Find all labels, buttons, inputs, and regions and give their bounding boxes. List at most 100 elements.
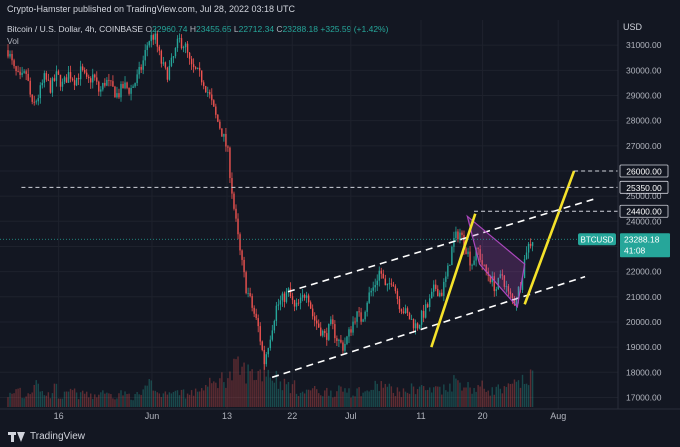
y-tick-label: 28000.00 (626, 116, 662, 126)
candle-body (140, 67, 142, 70)
candle-body (102, 82, 104, 90)
candle-body (152, 35, 154, 40)
volume-bar (521, 374, 524, 407)
y-tick-label: 27000.00 (626, 141, 662, 151)
candle-body (481, 260, 483, 265)
candle-body (75, 77, 78, 86)
candle-body (485, 264, 487, 272)
candle-body (410, 319, 413, 320)
volume-bar (305, 389, 308, 407)
volume-bar (239, 374, 241, 407)
volume-bar (418, 386, 421, 407)
volume-bar (281, 390, 284, 407)
volume-bar (378, 391, 380, 407)
price-axis: 17000.00 18000.00 19000.00 20000.00 21000.00… (617, 20, 670, 409)
volume-bar (453, 375, 455, 407)
volume-bar (408, 393, 411, 407)
candle-body (287, 288, 290, 292)
candle-body (112, 81, 114, 87)
volume-bar (433, 387, 435, 407)
candle-body (471, 264, 473, 266)
volume-bar (422, 386, 425, 407)
volume-bar (61, 398, 64, 407)
candle-body (7, 50, 9, 57)
volume-bar (263, 362, 265, 407)
candle-body (416, 323, 419, 329)
volume-bar (77, 399, 80, 407)
volume-bar (90, 393, 92, 407)
volume-bar (23, 398, 25, 407)
candle-body (489, 275, 491, 283)
candle-body (447, 265, 449, 277)
symbol-name[interactable]: Bitcoin / U.S. Dollar, 4h, COINBASE (7, 24, 144, 34)
x-tick-label: Jun (145, 411, 160, 421)
volume-bar (138, 394, 140, 407)
volume-bar (366, 390, 368, 407)
channel-lower (271, 275, 586, 379)
candle-body (110, 80, 112, 82)
volume-bar (350, 397, 352, 407)
volume-bar (196, 391, 199, 407)
volume-bar (152, 390, 154, 407)
volume-bar (162, 393, 165, 407)
countdown-value: 41:08 (624, 246, 646, 256)
volume-bar (449, 383, 451, 407)
candle-body (154, 33, 156, 40)
close-value: 23288.18 (282, 24, 319, 34)
volume-bar (221, 372, 223, 407)
candle-body (350, 329, 352, 333)
footer-bar: TradingView (0, 425, 680, 447)
volume-bar (517, 380, 520, 407)
volume-bar (198, 391, 201, 407)
candle-body (412, 319, 415, 329)
volume-bar (45, 395, 48, 407)
volume-bar (273, 382, 276, 407)
candle-body (301, 295, 304, 298)
candle-body (85, 72, 88, 77)
volume-bar (441, 394, 443, 407)
candle-body (283, 293, 286, 302)
tradingview-logo[interactable]: TradingView (8, 431, 85, 442)
volume-bar (406, 392, 409, 407)
volume-bar (285, 384, 288, 407)
candle-body (267, 348, 269, 355)
volume-bar (330, 390, 332, 407)
y-tick-label: 21000.00 (626, 292, 662, 302)
candle-body (45, 73, 48, 80)
volume-bar (291, 384, 294, 407)
volume-bar (275, 370, 278, 407)
volume-bar (160, 397, 163, 407)
volume-bar (326, 387, 328, 407)
candle-body (265, 354, 267, 365)
candle-body (313, 316, 316, 321)
volume-bar (322, 396, 324, 407)
volume-bar (529, 369, 532, 407)
volume-legend[interactable]: Vol (7, 36, 19, 46)
x-tick-label: Aug (550, 411, 566, 421)
candle-body (354, 321, 356, 323)
volume-bar (83, 393, 86, 407)
volume-bar (102, 390, 104, 407)
candle-body (511, 294, 514, 299)
candle-body (39, 85, 41, 99)
low-value: 22712.34 (238, 24, 275, 34)
change-value: +325.59 (+1.42%) (320, 24, 389, 34)
volume-bar (303, 393, 306, 407)
volume-bar (489, 395, 491, 407)
candle-body (19, 71, 21, 75)
candle-body (529, 243, 532, 246)
current-price-badge (620, 233, 670, 258)
volume-bar (431, 392, 433, 407)
volume-bar (328, 395, 330, 407)
volume-bar (368, 391, 370, 407)
volume-bar (509, 384, 512, 407)
volume-bar (457, 380, 459, 407)
candle-body (188, 52, 191, 59)
volume-bar (513, 379, 516, 407)
volume-bar (447, 391, 449, 407)
candle-body (517, 286, 520, 300)
level-label: 24400.00 (626, 207, 662, 217)
candle-body (217, 114, 219, 122)
